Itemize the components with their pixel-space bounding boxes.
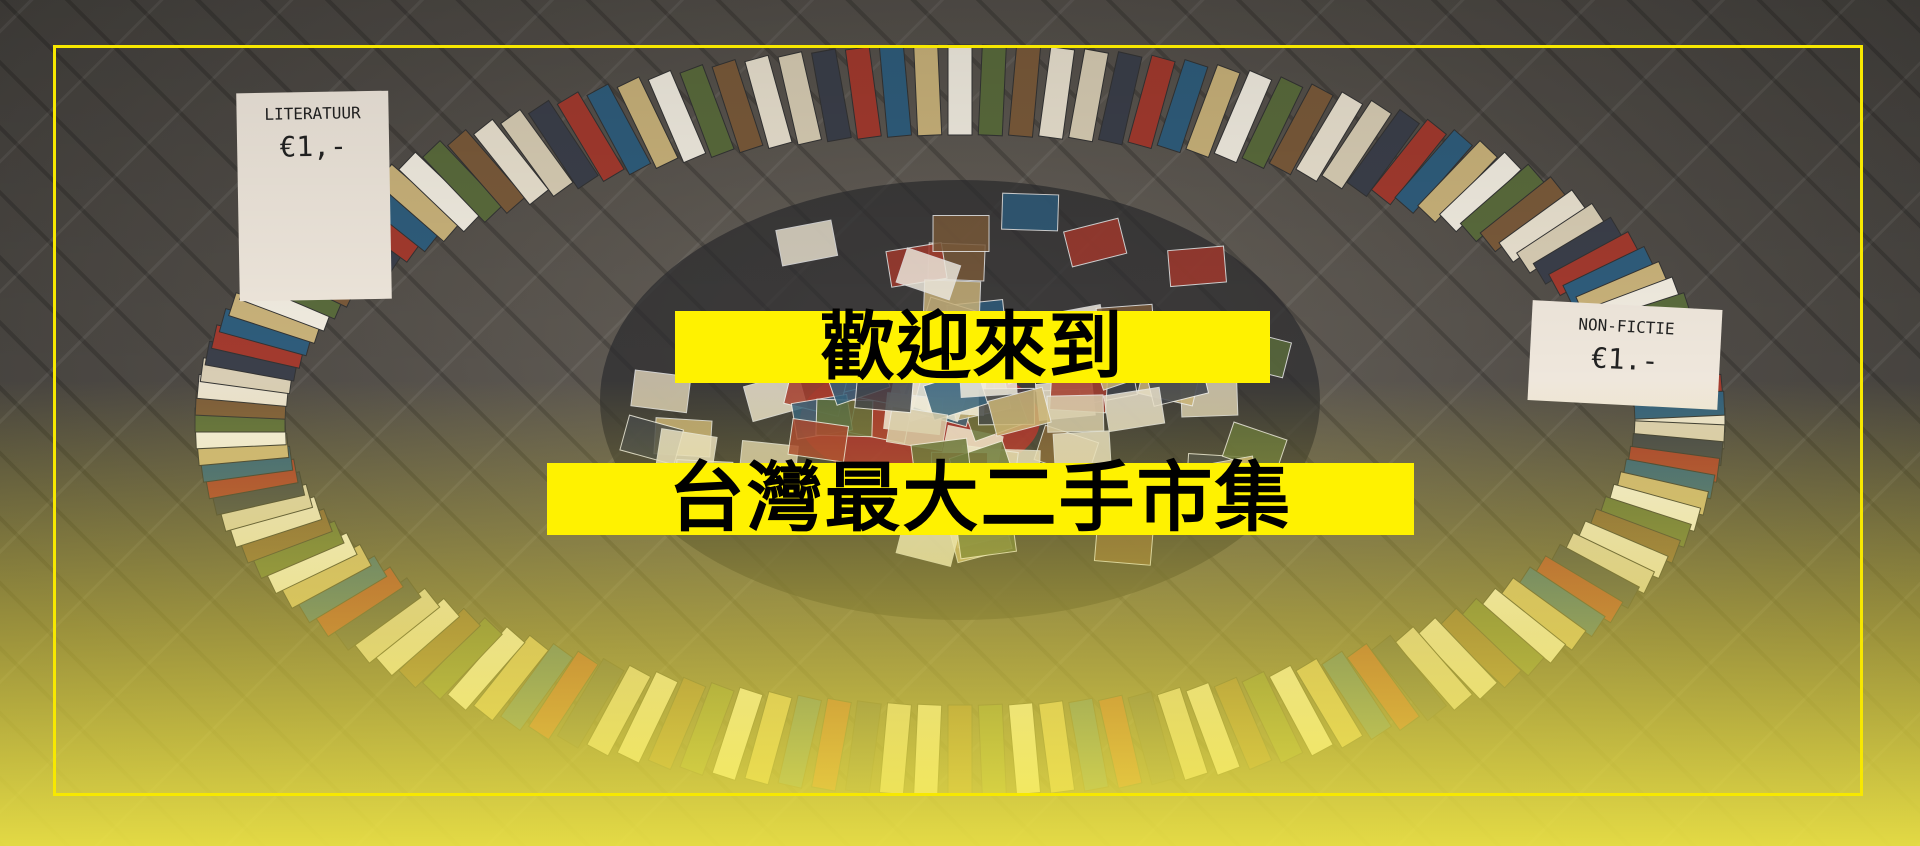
frame [53, 45, 1863, 796]
subtitle: 台灣最大二手市集 [547, 461, 1414, 537]
title: 歡迎來到 [675, 310, 1270, 384]
